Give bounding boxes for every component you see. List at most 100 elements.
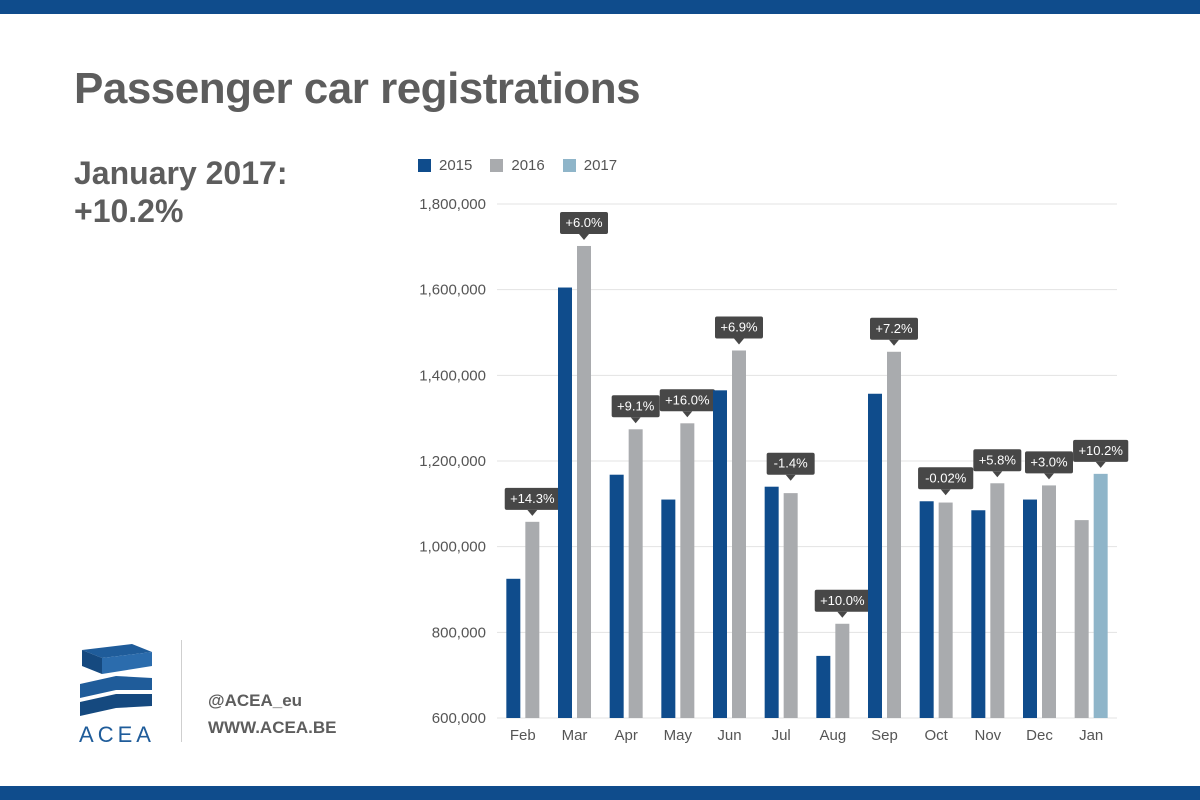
change-label: +9.1% xyxy=(617,398,655,413)
change-label-box xyxy=(766,452,815,475)
change-label-pointer xyxy=(1095,461,1106,468)
y-tick-label: 1,600,000 xyxy=(419,282,486,299)
legend-item-2017: 2017 xyxy=(562,157,618,174)
change-label: +10.2% xyxy=(1078,443,1123,458)
website-link: WWW.ACEA.BE xyxy=(208,718,337,737)
change-label-box xyxy=(1073,439,1129,462)
bar-2015 xyxy=(816,655,831,718)
bottom-band xyxy=(0,786,1200,800)
change-label-box xyxy=(918,467,974,490)
chart-legend: 2015 2016 2017 xyxy=(418,157,635,174)
bar-2015 xyxy=(971,510,986,718)
legend-label-2017: 2017 xyxy=(583,157,618,174)
x-tick-label: Jul xyxy=(772,727,791,744)
legend-swatch-2016 xyxy=(490,159,504,172)
acea-logo-icon xyxy=(80,644,152,716)
change-label-box xyxy=(1025,451,1073,474)
x-tick-label: Dec xyxy=(1026,727,1053,744)
bar-2015 xyxy=(868,393,882,718)
twitter-handle: @ACEA_eu xyxy=(208,691,303,710)
bar-2015 xyxy=(661,499,676,718)
x-tick-label: Feb xyxy=(510,727,536,744)
legend-item-2015: 2015 xyxy=(418,157,472,174)
footer-divider xyxy=(181,640,182,742)
logo-wordmark: ACEA xyxy=(79,722,155,747)
top-band xyxy=(0,0,1200,14)
change-label-pointer xyxy=(940,489,951,496)
y-tick-label: 1,200,000 xyxy=(419,453,486,470)
change-label-pointer xyxy=(682,411,693,418)
x-tick-label: Apr xyxy=(614,727,637,744)
change-label-box xyxy=(560,211,608,234)
legend-swatch-2015 xyxy=(418,159,431,172)
x-tick-label: Aug xyxy=(819,727,846,744)
highlight-change: +10.2% xyxy=(74,193,184,229)
bar-2016 xyxy=(1074,520,1089,718)
change-label-box xyxy=(973,449,1022,472)
change-label: +3.0% xyxy=(1030,454,1068,469)
bar-2015 xyxy=(506,578,521,718)
bar-2016 xyxy=(577,245,591,718)
change-label-pointer xyxy=(734,338,744,345)
change-label-pointer xyxy=(785,474,796,481)
y-tick-label: 1,800,000 xyxy=(419,196,486,213)
y-tick-label: 1,400,000 xyxy=(419,367,486,384)
y-tick-label: 1,000,000 xyxy=(419,539,486,556)
change-label-box xyxy=(611,395,660,418)
y-tick-label: 600,000 xyxy=(432,710,486,727)
bar-2016 xyxy=(525,521,540,718)
bar-2016 xyxy=(887,351,901,718)
bar-2015 xyxy=(1023,499,1037,718)
legend-swatch-2017 xyxy=(562,159,576,172)
bar-2016 xyxy=(680,423,695,718)
legend-label-2016: 2016 xyxy=(511,157,545,174)
change-label-pointer xyxy=(837,611,848,618)
bar-2015 xyxy=(713,390,727,718)
bar-2016 xyxy=(835,623,850,718)
bar-2016 xyxy=(990,483,1005,718)
change-label: +7.2% xyxy=(875,321,913,336)
bar-2016 xyxy=(732,350,746,718)
change-label-box xyxy=(659,389,715,412)
x-tick-label: Jan xyxy=(1079,727,1103,744)
x-tick-label: Oct xyxy=(924,727,948,744)
highlight-period: January 2017: xyxy=(74,155,288,191)
change-label-pointer xyxy=(527,509,538,516)
change-label-pointer xyxy=(992,471,1003,478)
page-title: Passenger car registrations xyxy=(74,64,641,113)
bar-2016 xyxy=(1042,485,1056,718)
legend-label-2015: 2015 xyxy=(439,157,473,174)
change-label: -0.02% xyxy=(925,470,967,485)
x-tick-label: Nov xyxy=(974,727,1001,744)
bar-2015 xyxy=(558,287,572,718)
x-tick-label: May xyxy=(664,727,693,744)
change-label: +10.0% xyxy=(820,593,865,608)
change-label-box xyxy=(814,589,870,612)
change-label-box xyxy=(504,487,560,510)
legend-item-2016: 2016 xyxy=(490,157,545,174)
acea-logo: ACEA xyxy=(76,640,158,747)
change-label-pointer xyxy=(579,233,589,240)
change-label: -1.4% xyxy=(774,456,808,471)
x-tick-label: Mar xyxy=(562,727,588,744)
bar-2016 xyxy=(628,429,643,718)
change-label: +16.0% xyxy=(665,392,710,407)
highlight-figure: January 2017: +10.2% xyxy=(74,154,287,230)
change-label-pointer xyxy=(1044,473,1054,480)
change-label-pointer xyxy=(889,339,899,346)
bar-2016 xyxy=(783,493,798,718)
x-tick-label: Jun xyxy=(717,727,741,744)
bar-2016 xyxy=(938,502,953,718)
bar-2015 xyxy=(919,501,934,718)
change-label: +6.0% xyxy=(565,215,603,230)
change-label-pointer xyxy=(630,417,641,424)
x-tick-label: Sep xyxy=(871,727,898,744)
y-tick-label: 800,000 xyxy=(432,624,486,641)
change-label-box xyxy=(870,317,918,340)
change-label: +14.3% xyxy=(510,491,555,506)
bar-2017 xyxy=(1093,473,1108,718)
change-label: +6.9% xyxy=(720,319,758,334)
bar-2015 xyxy=(609,474,624,718)
change-label: +5.8% xyxy=(979,452,1017,467)
